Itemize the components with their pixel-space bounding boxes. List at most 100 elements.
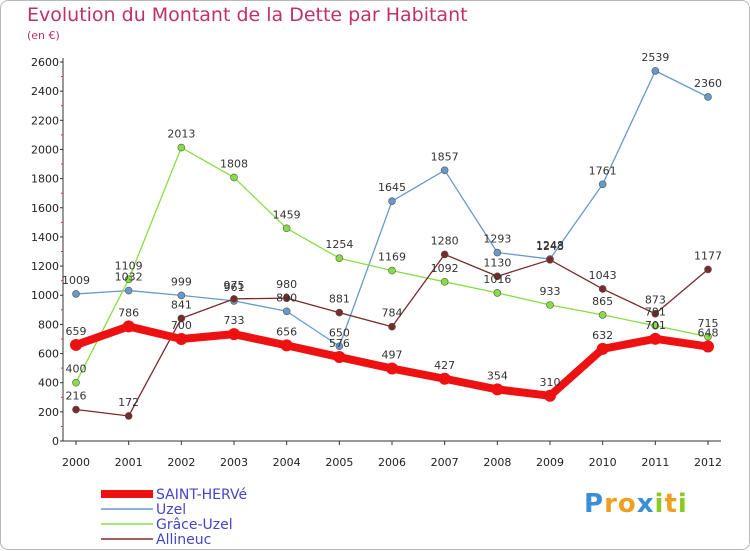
data-label: 733 xyxy=(224,314,245,327)
data-label: 933 xyxy=(540,285,561,298)
data-point xyxy=(544,389,556,402)
data-point xyxy=(598,285,607,293)
data-point xyxy=(70,338,82,351)
data-label: 1459 xyxy=(273,208,301,221)
data-label: 701 xyxy=(645,319,666,332)
data-point xyxy=(704,332,712,341)
data-point xyxy=(124,286,133,295)
data-point xyxy=(440,250,449,259)
x-tick-label: 2007 xyxy=(431,456,459,469)
data-label: 648 xyxy=(698,327,719,340)
y-tick-label: 800 xyxy=(38,318,59,331)
y-tick-label: 1600 xyxy=(31,202,59,215)
data-label: 980 xyxy=(276,278,297,291)
x-tick-label: 2011 xyxy=(641,456,669,469)
x-tick-label: 2006 xyxy=(378,456,406,469)
data-point xyxy=(177,143,186,152)
data-point xyxy=(72,378,80,387)
legend-label: Uzel xyxy=(156,502,186,518)
y-tick-label: 1200 xyxy=(31,260,59,273)
data-point xyxy=(438,372,451,385)
data-label: 656 xyxy=(276,325,297,338)
data-label: 1032 xyxy=(115,271,143,284)
data-label: 216 xyxy=(66,390,87,403)
data-point xyxy=(230,173,238,182)
y-tick-label: 200 xyxy=(38,406,59,419)
logo-letter: t xyxy=(664,489,678,519)
data-label: 1009 xyxy=(62,274,90,287)
data-label: 1254 xyxy=(325,238,353,251)
data-point xyxy=(651,321,660,330)
logo-letter: x xyxy=(636,489,655,519)
data-label: 784 xyxy=(382,307,403,320)
data-point xyxy=(124,412,133,420)
data-label: 2539 xyxy=(641,51,669,64)
data-point xyxy=(493,248,502,257)
data-label: 497 xyxy=(382,349,403,362)
data-label: 791 xyxy=(645,306,666,319)
data-label: 1130 xyxy=(483,256,511,269)
logo-letter: i xyxy=(677,489,688,519)
data-point xyxy=(651,309,660,318)
data-label: 961 xyxy=(224,281,245,294)
data-point xyxy=(335,308,344,317)
data-point xyxy=(546,256,554,264)
logo-letter: P xyxy=(584,489,605,519)
x-tick-label: 2004 xyxy=(273,456,301,469)
data-label: 975 xyxy=(224,279,245,292)
data-point xyxy=(177,314,186,323)
data-point xyxy=(386,362,398,375)
data-label: 1043 xyxy=(589,269,617,282)
series-lines xyxy=(70,67,714,420)
y-tick-label: 1000 xyxy=(31,289,59,302)
data-point xyxy=(704,93,712,101)
x-tick-label: 2002 xyxy=(167,456,195,469)
data-point xyxy=(333,351,346,364)
data-point xyxy=(702,340,714,353)
logo-letter: r xyxy=(604,489,618,519)
chart-title: Evolution du Montant de la Dette par Hab… xyxy=(27,4,468,26)
data-label: 1761 xyxy=(589,164,617,177)
data-label: 1857 xyxy=(431,150,459,163)
data-point xyxy=(282,224,291,233)
data-point xyxy=(282,294,291,302)
x-tick-label: 2000 xyxy=(62,456,90,469)
legend-label: SAINT-HERVé xyxy=(156,487,247,503)
data-point xyxy=(335,254,344,263)
data-point xyxy=(72,405,80,414)
data-label: 172 xyxy=(118,396,139,409)
data-point xyxy=(440,166,449,175)
data-point xyxy=(491,383,504,396)
data-point xyxy=(598,311,607,319)
data-point xyxy=(124,275,133,284)
y-tick-label: 400 xyxy=(38,377,59,390)
logo-letter: o xyxy=(617,489,637,519)
data-point xyxy=(280,339,293,352)
data-label: 700 xyxy=(171,319,192,332)
data-label: 999 xyxy=(171,275,192,288)
legend-label: Grâce-Uzel xyxy=(156,517,233,533)
data-point xyxy=(596,342,609,355)
data-label: 1169 xyxy=(378,251,406,264)
proxiti-logo: Proxiti xyxy=(584,489,688,519)
data-label: 400 xyxy=(66,363,87,376)
data-label: 354 xyxy=(487,369,508,382)
y-tick-label: 2600 xyxy=(31,56,59,69)
data-point xyxy=(122,320,135,333)
x-tick-label: 2009 xyxy=(536,456,564,469)
data-label: 786 xyxy=(118,306,139,319)
data-point xyxy=(493,272,502,281)
data-label: 841 xyxy=(171,298,192,311)
data-label: 427 xyxy=(434,359,455,372)
y-tick-label: 2000 xyxy=(31,143,59,156)
data-label: 1177 xyxy=(694,249,722,262)
value-labels: 659 786 700 733 656 576 497 427 354 310 632 701 648 1… xyxy=(62,51,722,409)
data-label: 890 xyxy=(276,291,297,304)
data-label: 659 xyxy=(66,325,87,338)
data-label: 2013 xyxy=(167,128,195,141)
data-label: 2360 xyxy=(694,77,722,90)
data-point xyxy=(598,180,607,189)
data-point xyxy=(230,295,238,303)
